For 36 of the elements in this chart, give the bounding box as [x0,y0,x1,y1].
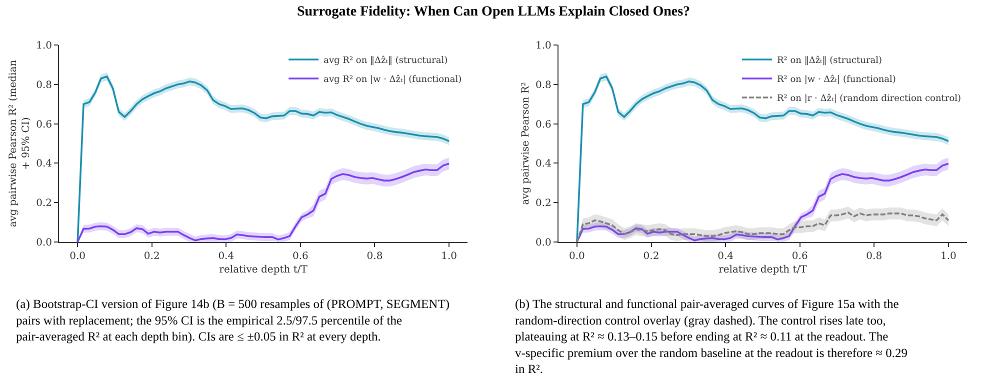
x-tick-label: 0.0 [70,251,86,262]
x-axis-title: relative depth t/T [718,264,808,276]
y-tick-label: 0.6 [535,119,552,130]
x-tick-label: 1.0 [940,251,956,262]
x-tick-label: 1.0 [441,251,457,262]
y-tick-label: 0.4 [36,158,52,170]
y-tick-label: 0.2 [535,198,552,210]
x-tick-label: 0.6 [792,251,808,262]
y-tick-label: 0.6 [36,119,52,130]
y-tick-label: 0.4 [535,158,552,170]
chart-title: Surrogate Fidelity: When Can Open LLMs Explain Closed Ones? [296,4,690,20]
x-tick-label: 0.8 [866,251,882,262]
y-tick-label: 0.2 [36,198,52,210]
legend-label: R² on ‖Δẑₜ‖ (structural) [777,55,882,66]
x-axis-title: relative depth t/T [219,264,308,276]
x-tick-label: 0.2 [144,251,160,262]
y-tick-label: 0.0 [535,238,552,248]
x-tick-label: 0.4 [218,251,234,262]
y-tick-label: 0.8 [535,80,552,91]
y-tick-label: 1.0 [36,40,52,52]
y-tick-label: 0.8 [36,80,52,91]
y-tick-label: 0.0 [36,238,52,248]
legend-label: avg R² on ‖Δẑₜ‖ (structural) [324,55,448,66]
x-tick-label: 0.6 [292,251,308,262]
text: (b) The structural and functional pair-averaged curves of Figure 15a with the random-direction control overlay (gray dashed). The control rises late too, plateauing at R² ≈ 0.13–0.15 before ending at R² ≈ 0.11 at the readout. The v-specific premium over the random baseline at the readout is therefore ≈ 0.29 in R². [515,297,908,376]
legend-label: R² on |r · Δẑₜ| (random direction control) [777,93,962,104]
x-tick-label: 0.8 [366,251,383,262]
legend-label: avg R² on |w · Δẑₜ| (functional) [324,74,462,86]
legend-label: R² on |w · Δẑₜ| (functional) [777,74,896,86]
y-axis-title: avg pairwise Pearson R² [520,82,532,205]
x-tick-label: 0.4 [718,251,734,262]
y-axis-title: avg pairwise Pearson R² (median + 95% CI) [8,59,32,228]
x-tick-label: 0.2 [643,251,660,262]
x-tick-label: 0.0 [569,251,585,262]
y-tick-label: 1.0 [535,40,552,52]
text: (a) Bootstrap-CI version of Figure 14b (B = 500 resamples of (PROMPT, SEGMENT) pairs with replacement; the 95% CI is the empirical 2.5/97.5 percentile of the pair-averaged R² at each depth bin). CIs are ≤ ±0.05 in R² at every depth. [16,297,450,344]
